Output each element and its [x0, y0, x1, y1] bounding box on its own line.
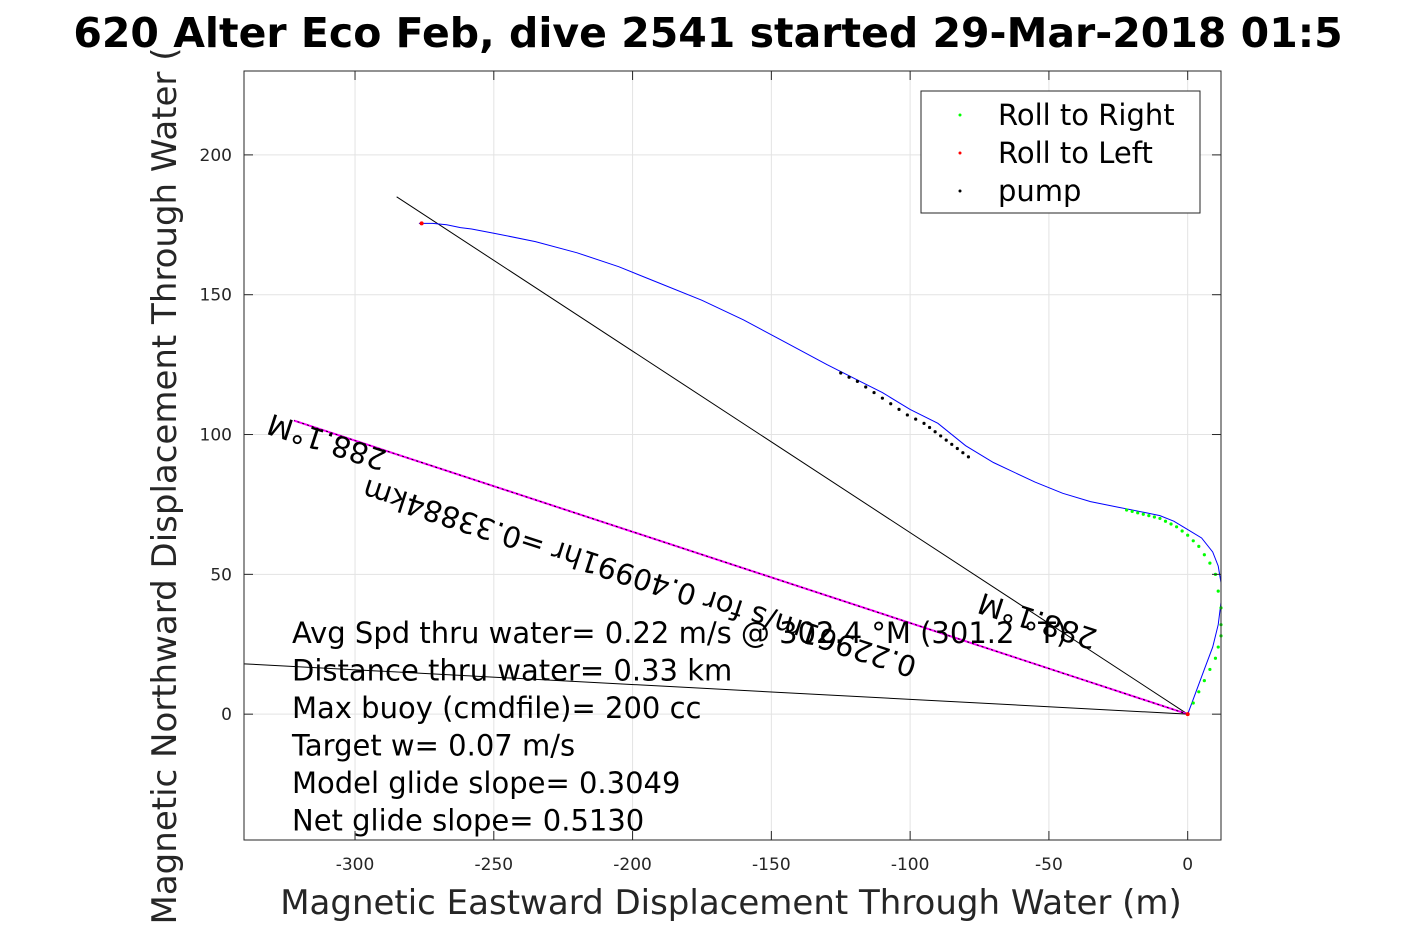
roll-right-point: [1169, 522, 1173, 526]
roll-right-point: [1191, 701, 1195, 705]
legend-box: [920, 90, 1201, 214]
legend-marker-pump: [958, 189, 962, 193]
stat-annotation: Model glide slope= 0.3049: [292, 766, 680, 800]
roll-right-point: [1130, 509, 1134, 514]
x-tick-label: -150: [752, 855, 791, 875]
roll-right-point: [1186, 533, 1190, 537]
legend-marker-roll-right: [958, 113, 962, 117]
legend-label-roll-right: Roll to Right: [998, 98, 1175, 132]
roll-right-point: [1174, 525, 1179, 529]
y-tick-label: 150: [200, 286, 232, 306]
pump-point: [864, 385, 868, 389]
pump-point: [880, 396, 884, 400]
roll-right-point: [1202, 679, 1206, 683]
track-group: [418, 222, 1222, 715]
pump-point: [955, 446, 959, 451]
x-tick-label: -50: [1035, 855, 1063, 875]
roll-left-point: [1185, 712, 1190, 717]
tick-group: -300 -250 -200 -150 -100 -50 0 0 50 100 150 200: [200, 71, 1221, 875]
x-tick-label: -100: [891, 855, 930, 875]
legend-marker-roll-left: [958, 151, 962, 155]
current-line: [243, 663, 1188, 715]
roll-right-point: [1208, 667, 1212, 672]
y-tick-label: 100: [200, 426, 232, 446]
pump-point: [933, 430, 937, 434]
pump-point: [839, 371, 843, 375]
chart-title: 620 Alter Eco Feb, dive 2541 started 29-…: [73, 9, 1342, 57]
roll-right-point: [1136, 511, 1140, 515]
y-axis-label: Magnetic Northward Displacement Through …: [145, 48, 185, 925]
stat-annotation: Target w= 0.07 m/s: [291, 729, 575, 763]
roll-right-point: [1197, 690, 1201, 694]
y-tick-label: 200: [200, 146, 232, 166]
x-tick-label: 0: [1182, 855, 1193, 875]
pump-point: [872, 390, 876, 395]
pump-point: [897, 407, 901, 411]
pump-point: [922, 421, 926, 425]
dive-track-line: [418, 222, 1222, 715]
plot-frame: [243, 70, 1222, 841]
pump-point: [889, 402, 893, 406]
pump-point: [944, 438, 948, 442]
roll-right-point: [1191, 539, 1195, 543]
x-tick-label: -300: [336, 855, 375, 875]
roll-right-point: [1213, 656, 1218, 660]
roll-right-point: [1141, 512, 1145, 516]
pump-point: [966, 455, 971, 459]
pump-point: [961, 451, 965, 455]
pump-point: [847, 375, 851, 379]
stat-annotation: Distance thru water= 0.33 km: [292, 654, 732, 688]
pump-point: [905, 413, 909, 417]
net-heading-overlay: [293, 420, 1188, 715]
roll-right-point: [1216, 645, 1220, 649]
roll-right-point: [1202, 553, 1206, 557]
roll-right-point: [1147, 514, 1151, 518]
roll-right-point: [1216, 589, 1220, 593]
pump-point: [927, 425, 932, 430]
roll-right-point: [1158, 516, 1162, 521]
pump-point: [939, 434, 943, 438]
roll-right-point: [1163, 519, 1168, 523]
roll-right-point: [1152, 515, 1156, 519]
heading-lines: [243, 196, 1189, 716]
roll-right-point: [1197, 544, 1201, 548]
annotation-group: Avg Spd thru water= 0.22 m/s @ 302.4 °M …: [291, 616, 1067, 838]
roll-left-point: [419, 221, 424, 226]
x-tick-label: -200: [613, 855, 652, 875]
pump-point: [855, 379, 860, 383]
pump-point: [914, 417, 918, 421]
stat-annotation: Net glide slope= 0.5130: [292, 804, 644, 838]
y-tick-label: 50: [210, 565, 232, 585]
y-tick-label: 0: [221, 705, 232, 725]
model-heading-line: [396, 196, 1188, 715]
x-axis-label: Magnetic Eastward Displacement Through W…: [280, 883, 1182, 923]
stat-annotation: Max buoy (cmdfile)= 200 cc: [292, 691, 701, 725]
roll-right-point: [1125, 508, 1129, 512]
pump-point: [950, 442, 954, 446]
roll-right-point: [1180, 529, 1184, 533]
legend-label-roll-left: Roll to Left: [998, 136, 1153, 170]
x-tick-label: -250: [475, 855, 514, 875]
legend: Roll to Right Roll to Left pump: [920, 90, 1201, 214]
stat-annotation: Avg Spd thru water= 0.22 m/s @ 302.4 °M …: [292, 616, 1067, 650]
roll-right-point: [1208, 561, 1212, 565]
legend-label-pump: pump: [998, 174, 1081, 208]
